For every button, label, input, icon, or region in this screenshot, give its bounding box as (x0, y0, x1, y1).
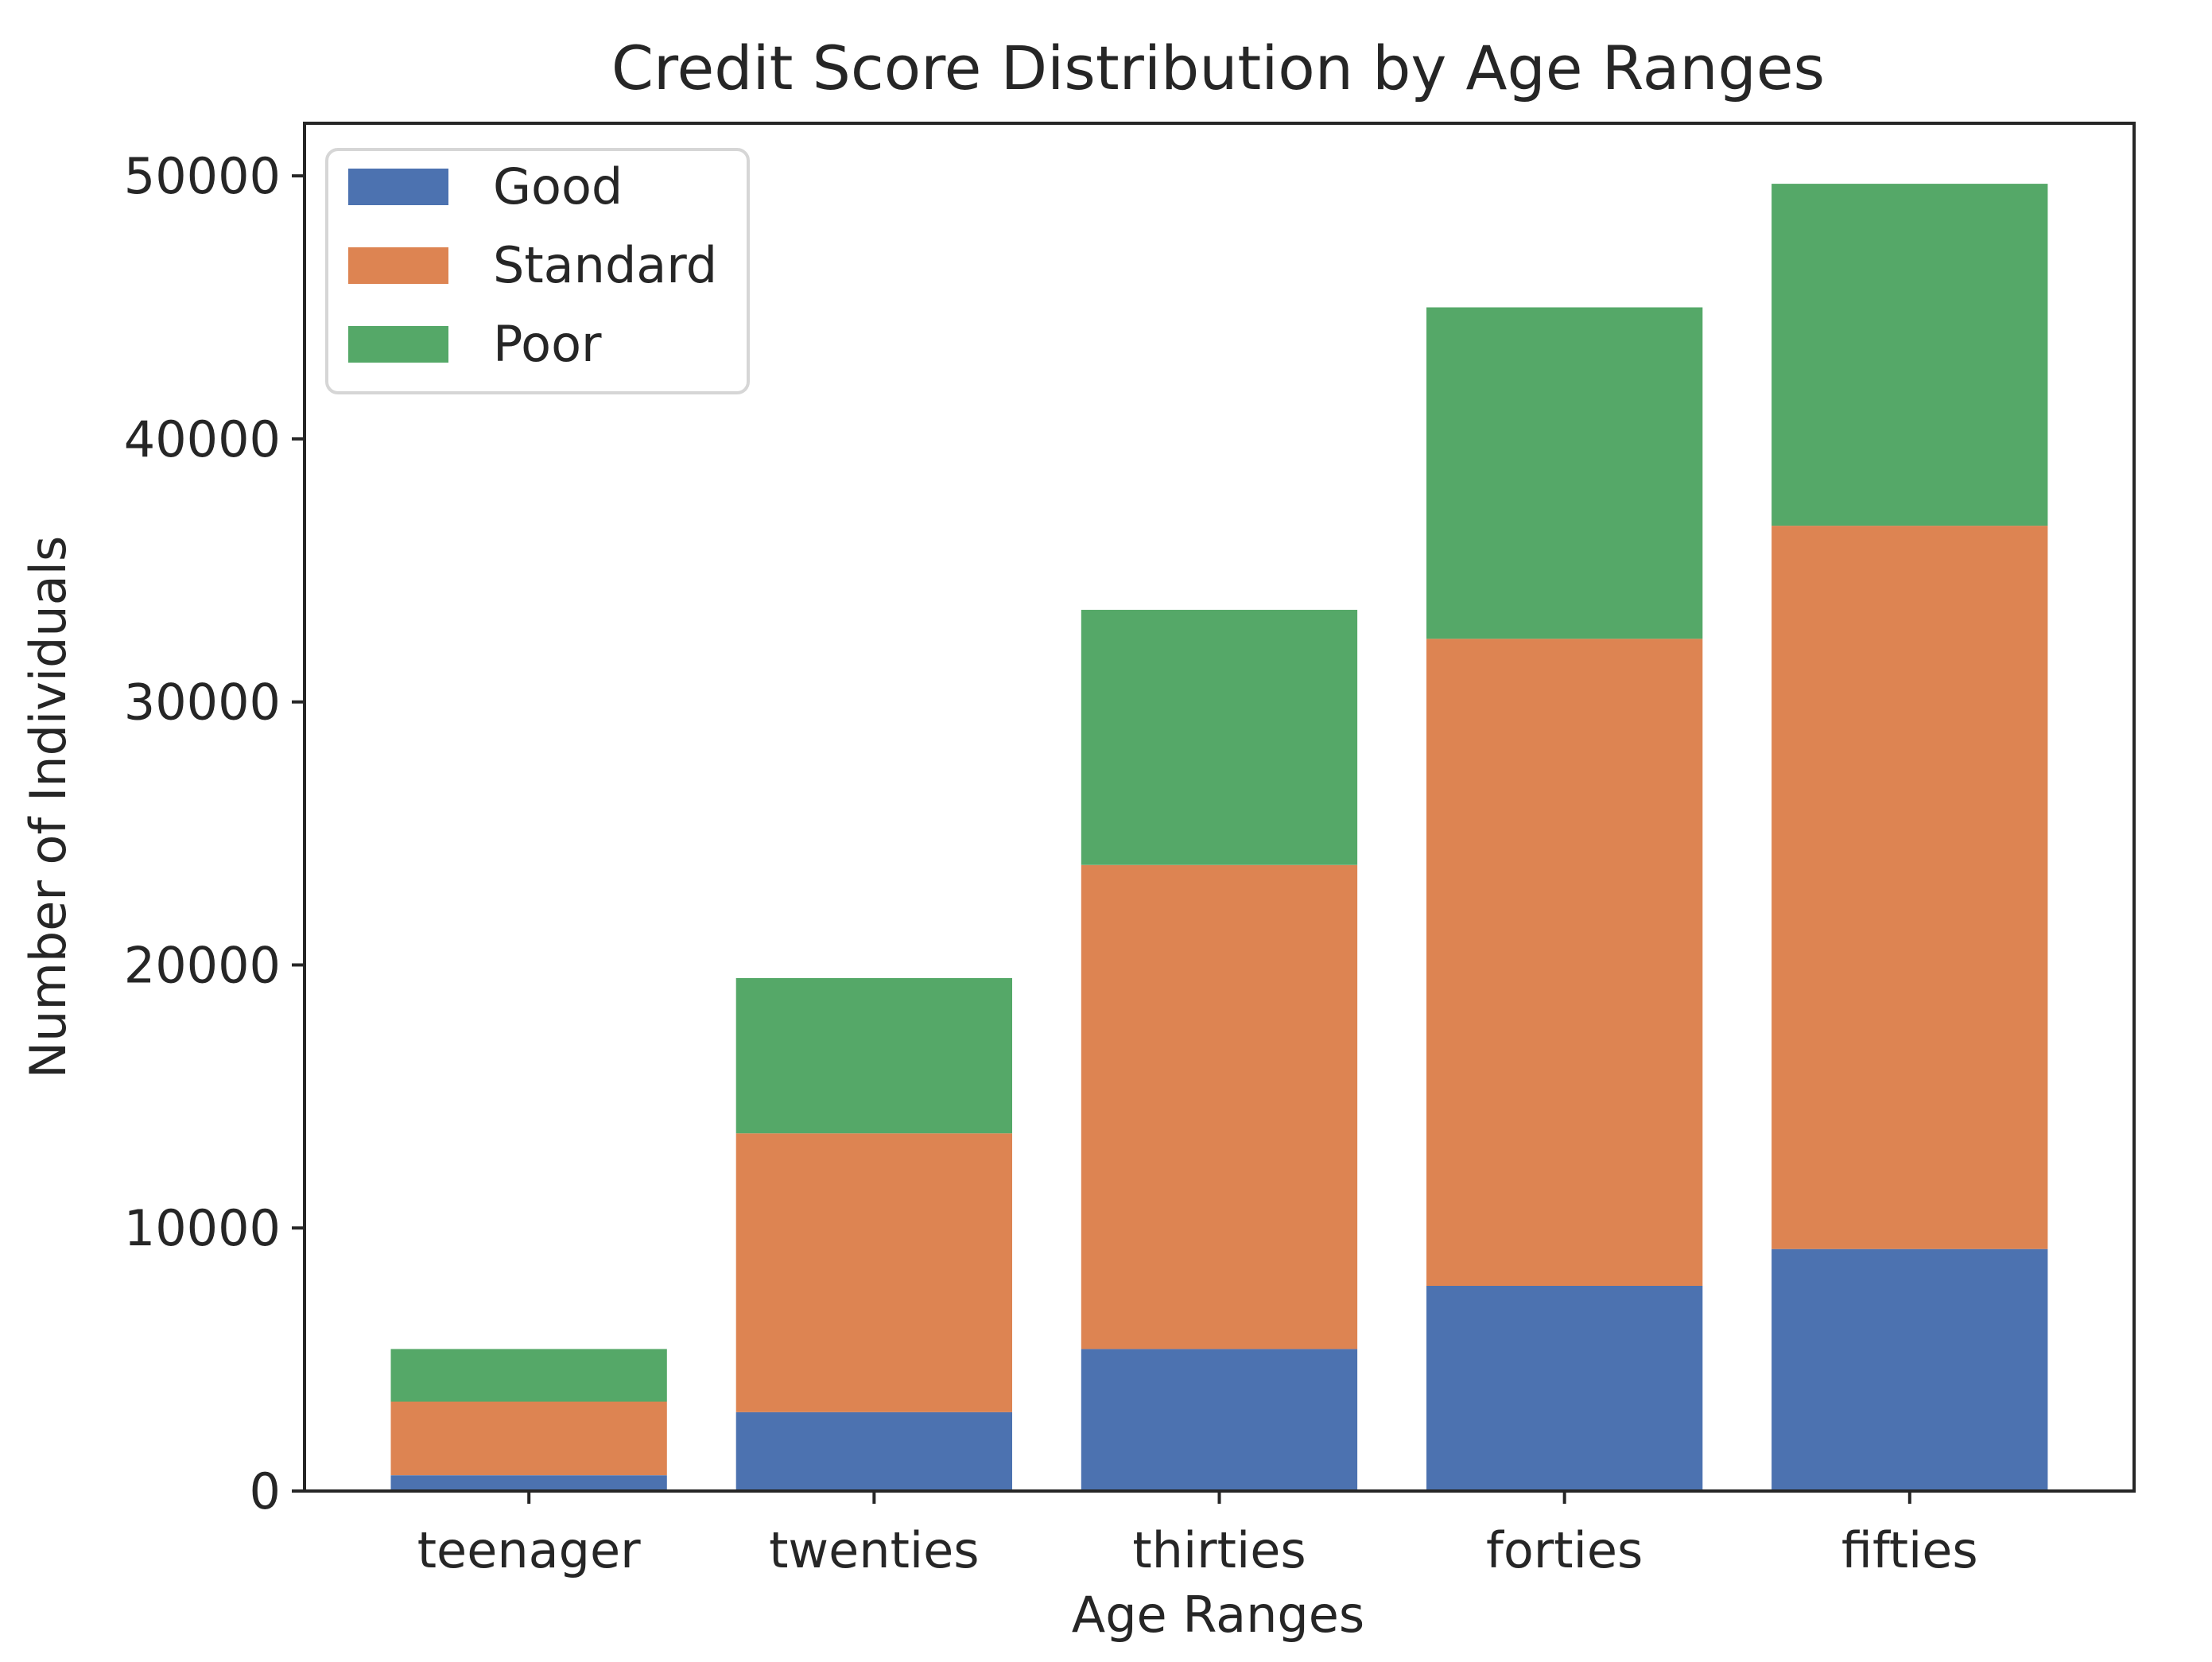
bar-good-fifties (1772, 1248, 2048, 1491)
y-tick-label: 10000 (124, 1199, 281, 1257)
bar-standard-forties (1426, 639, 1703, 1286)
legend-label-standard: Standard (493, 236, 717, 294)
y-axis-ticks: 0 10000 20000 30000 40000 50000 (124, 147, 305, 1520)
chart-title: Credit Score Distribution by Age Ranges (611, 33, 1825, 103)
bar-good-thirties (1081, 1349, 1358, 1491)
bar-standard-teenager (390, 1401, 667, 1476)
bar-good-teenager (390, 1475, 667, 1491)
x-tick-label: fifties (1841, 1521, 1978, 1579)
x-tick-label: forties (1486, 1521, 1643, 1579)
bar-standard-fifties (1772, 526, 2048, 1249)
bar-poor-thirties (1081, 609, 1358, 865)
x-axis-label: Age Ranges (1072, 1586, 1364, 1644)
y-tick-label: 20000 (124, 936, 281, 994)
y-axis-label: Number of Individuals (19, 536, 77, 1078)
bar-poor-fifties (1772, 184, 2048, 526)
bars-layer (390, 184, 2048, 1491)
legend-swatch-poor (348, 326, 448, 363)
bar-poor-teenager (390, 1349, 667, 1402)
x-axis-ticks: teenager twenties thirties forties fifties (417, 1491, 1978, 1579)
x-tick-label: thirties (1132, 1521, 1306, 1579)
y-tick-label: 30000 (124, 674, 281, 732)
bar-good-twenties (735, 1412, 1012, 1491)
bar-standard-thirties (1081, 864, 1358, 1349)
bar-standard-twenties (735, 1133, 1012, 1412)
bar-poor-twenties (735, 978, 1012, 1134)
legend-swatch-standard (348, 247, 448, 284)
legend-swatch-good (348, 169, 448, 205)
y-tick-label: 0 (250, 1462, 281, 1520)
y-tick-label: 50000 (124, 147, 281, 205)
y-tick-label: 40000 (124, 410, 281, 468)
legend-label-poor: Poor (493, 315, 602, 373)
bar-poor-forties (1426, 307, 1703, 639)
x-tick-label: twenties (769, 1521, 979, 1579)
legend-label-good: Good (493, 157, 623, 216)
legend: Good Standard Poor (325, 148, 750, 394)
bar-good-forties (1426, 1286, 1703, 1491)
x-tick-label: teenager (417, 1521, 641, 1579)
